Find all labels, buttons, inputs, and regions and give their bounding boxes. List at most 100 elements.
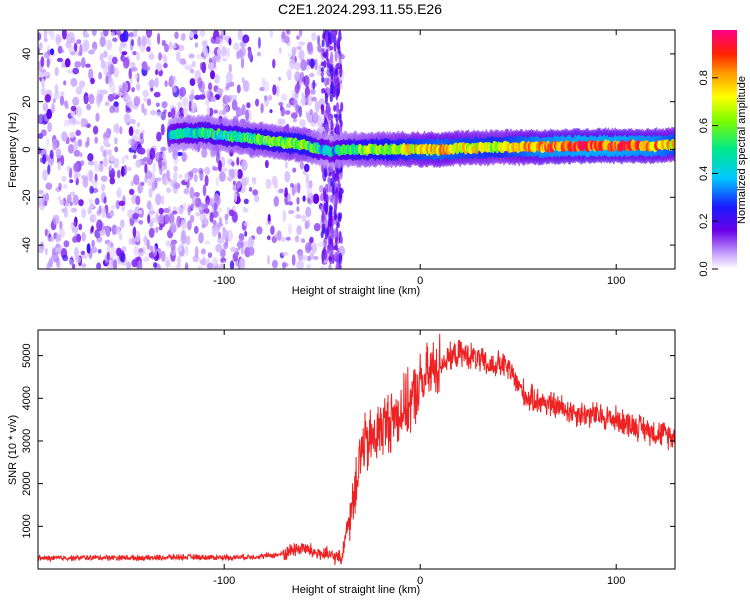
heatmap-noise-cell xyxy=(334,244,338,251)
heatmap-noise-cell xyxy=(288,209,295,215)
heatmap-noise-cell xyxy=(143,108,147,116)
heatmap-noise-cell xyxy=(323,109,327,119)
heatmap-noise-cell xyxy=(236,50,240,60)
heatmap-noise-cell xyxy=(328,30,332,44)
heatmap-noise-cell xyxy=(38,42,43,51)
heatmap-noise-cell xyxy=(98,205,102,214)
heatmap-noise-cell xyxy=(132,154,137,159)
heatmap-noise-cell xyxy=(118,232,123,241)
heatmap-noise-cell xyxy=(225,218,229,225)
heatmap-noise-cell xyxy=(88,198,94,204)
heatmap-noise-cell xyxy=(189,78,196,87)
heatmap-noise-cell xyxy=(65,41,72,49)
heatmap-noise-cell xyxy=(156,111,163,117)
heatmap-noise-cell xyxy=(99,36,106,48)
heatmap-noise-cell xyxy=(87,207,92,215)
heatmap-noise-cell xyxy=(103,137,109,147)
heatmap-noise-cell xyxy=(195,206,203,211)
heatmap-noise-cell xyxy=(160,146,167,152)
heatmap-ridge-cell xyxy=(671,139,675,149)
heatmap-noise-cell xyxy=(281,251,288,257)
heatmap-noise-cell xyxy=(134,128,140,135)
heatmap-noise-cell xyxy=(144,66,151,71)
heatmap-noise-cell xyxy=(158,207,164,215)
snr-panel: -100 0 100 1000 2000 3000 4000 5000 Height of … xyxy=(7,329,676,596)
heatmap-noise-cell xyxy=(189,31,194,39)
heatmap-noise-cell xyxy=(60,91,65,97)
heatmap-noise-cell xyxy=(321,249,325,263)
heatmap-noise-cell xyxy=(97,249,102,254)
heatmap-noise-cell xyxy=(183,188,190,195)
heatmap-noise-cell xyxy=(326,102,331,113)
heatmap-noise-cell xyxy=(265,178,272,190)
heatmap-noise-cell xyxy=(201,61,207,74)
heatmap-noise-cell xyxy=(317,44,322,53)
heatmap-noise-cell xyxy=(218,160,222,172)
heatmap-noise-cell xyxy=(314,100,319,112)
heatmap-noise-cell xyxy=(338,263,342,269)
heatmap-noise-cell xyxy=(320,67,324,73)
heatmap-noise-cell xyxy=(81,42,89,53)
heatmap-noise-cell xyxy=(55,148,62,159)
heatmap-noise-cell xyxy=(217,47,221,56)
heatmap-noise-cell xyxy=(204,175,209,187)
heatmap-noise-cell xyxy=(100,31,104,37)
heatmap-noise-cell xyxy=(142,256,150,262)
heatmap-noise-cell xyxy=(68,258,74,266)
heatmap-noise-cell xyxy=(248,246,255,256)
heatmap-noise-cell xyxy=(213,55,220,60)
heatmap-noise-cell xyxy=(66,165,71,172)
heatmap-noise-cell xyxy=(52,138,58,151)
heatmap-noise-cell xyxy=(146,200,152,210)
heatmap-noise-cell xyxy=(70,191,76,197)
heatmap-noise-cell xyxy=(59,199,65,206)
heatmap-noise-cell xyxy=(67,144,75,154)
heatmap-noise-cell xyxy=(103,156,108,168)
heatmap-noise-cell xyxy=(73,162,79,173)
heatmap-noise-cell xyxy=(200,248,206,255)
heatmap-noise-cell xyxy=(81,57,86,69)
heatmap-noise-cell xyxy=(110,172,115,179)
heatmap-y-tick-label: -20 xyxy=(21,189,33,205)
heatmap-noise-cell xyxy=(73,139,78,152)
heatmap-noise-cell xyxy=(306,41,313,52)
heatmap-noise-cell xyxy=(321,76,325,83)
heatmap-noise-cell xyxy=(266,235,271,241)
heatmap-noise-cell xyxy=(55,33,62,46)
heatmap-noise-cell xyxy=(46,262,50,269)
heatmap-noise-cell xyxy=(212,39,216,44)
heatmap-noise-cell xyxy=(136,51,141,61)
heatmap-noise-cell xyxy=(284,161,289,169)
heatmap-noise-cell xyxy=(202,256,206,267)
heatmap-noise-cell xyxy=(54,66,59,77)
heatmap-noise-cell xyxy=(213,73,220,84)
heatmap-noise-cell xyxy=(103,50,108,58)
heatmap-noise-cell xyxy=(163,214,170,225)
heatmap-noise-cell xyxy=(161,101,168,109)
heatmap-noise-cell xyxy=(146,239,150,250)
heatmap-noise-cell xyxy=(109,155,115,163)
heatmap-noise-cell xyxy=(46,58,50,68)
heatmap-noise-cell xyxy=(82,176,89,188)
colorbar-gradient xyxy=(712,30,737,269)
heatmap-noise-cell xyxy=(107,93,115,102)
heatmap-noise-cell xyxy=(236,169,243,179)
heatmap-noise-cell xyxy=(174,31,179,40)
heatmap-noise-cell xyxy=(108,76,113,84)
heatmap-noise-cell xyxy=(338,113,342,124)
colorbar-tick-label: 0.4 xyxy=(698,166,710,181)
heatmap-noise-cell xyxy=(116,107,120,113)
heatmap-noise-cell xyxy=(313,223,321,232)
heatmap-noise-cell xyxy=(244,230,248,237)
heatmap-noise-cell xyxy=(301,92,305,98)
heatmap-noise-cell xyxy=(220,30,227,37)
heatmap-noise-cell xyxy=(282,261,286,269)
heatmap-noise-cell xyxy=(93,160,99,168)
heatmap-noise-cell xyxy=(243,240,248,249)
heatmap-noise-cell xyxy=(224,213,229,221)
heatmap-noise-cell xyxy=(331,171,335,179)
heatmap-noise-cell xyxy=(61,131,68,142)
heatmap-noise-cell xyxy=(312,193,320,204)
heatmap-noise-cell xyxy=(252,189,259,196)
heatmap-noise-cell xyxy=(41,78,45,90)
